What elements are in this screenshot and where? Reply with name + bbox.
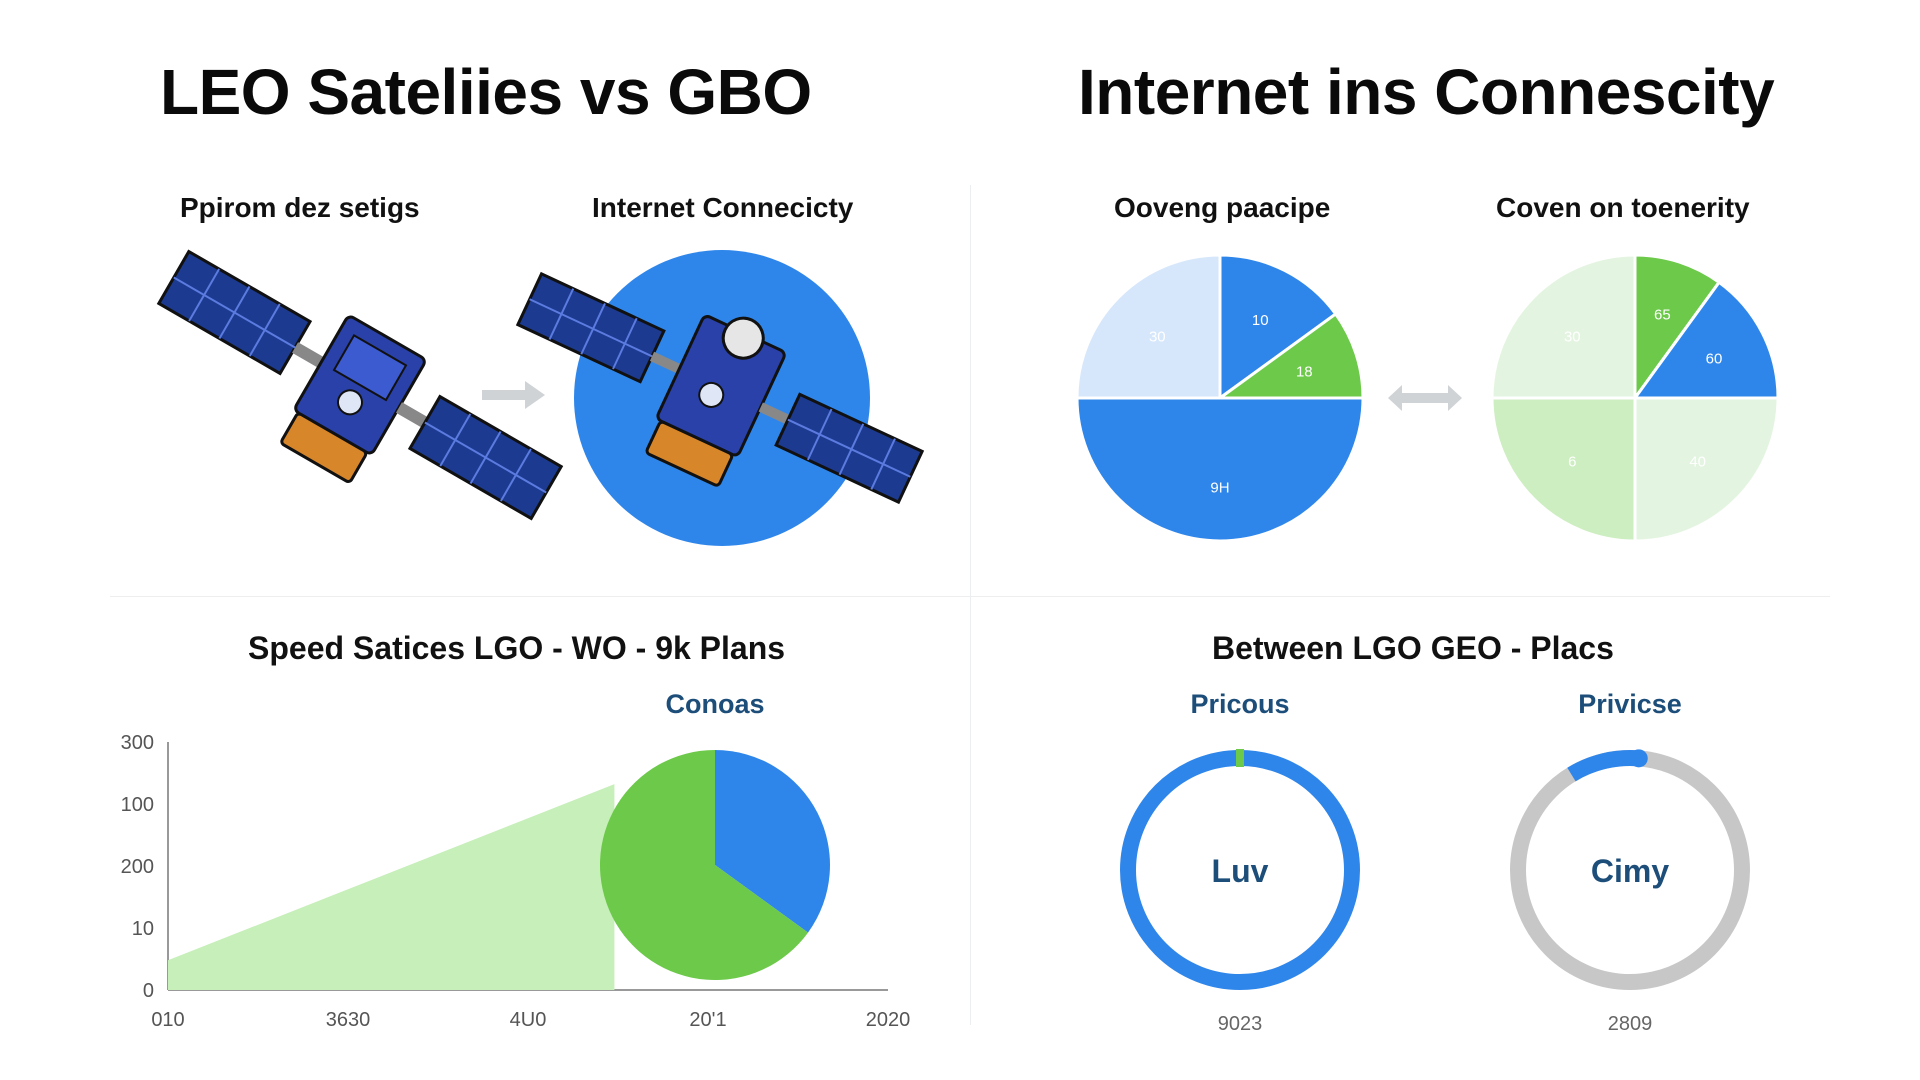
- gauge-center-label: Cimy: [1591, 853, 1669, 889]
- area-series: [168, 784, 615, 990]
- overlay-pie-slice-0: [715, 750, 830, 933]
- pie-chart-right: 65 60 40 6 30: [1490, 253, 1780, 543]
- pie2-slice-4: [1490, 253, 1637, 400]
- satellite-left-label: Ppirom dez setigs: [180, 192, 420, 223]
- satellite-left-icon: [156, 249, 564, 521]
- gauge-marker: [1629, 749, 1648, 768]
- pie-chart-left: 10 18 9H 30: [1075, 253, 1365, 543]
- pie2-slice-0: [1633, 253, 1722, 403]
- satellite-illustrations: [156, 249, 925, 546]
- pie1-slice-label-3: 30: [1149, 328, 1166, 345]
- pie1-slice-label-2: 9H: [1210, 480, 1229, 497]
- left-main-title: LEO Sateliies vs GBO: [160, 56, 812, 128]
- pie2-slice-label-2: 40: [1689, 454, 1706, 471]
- y-tick-label: 0: [143, 980, 154, 1002]
- y-tick-label: 100: [121, 794, 154, 816]
- pie1-slice-1: [1215, 311, 1365, 400]
- pie2-slice-label-4: 30: [1564, 328, 1581, 345]
- pie2-slice-3: [1490, 396, 1637, 543]
- pie-right-title: Coven on toenerity: [1496, 192, 1750, 223]
- y-tick-label: 300: [121, 732, 154, 754]
- pie-left-title: Ooveng paacipe: [1114, 192, 1331, 223]
- gauge-2: Privicse Cimy 2809: [1510, 690, 1750, 1035]
- speed-section-title: Speed Satices LGO - WO - 9k Plans: [248, 630, 786, 666]
- overlay-pie: [600, 750, 830, 980]
- x-tick-label: 3630: [326, 1009, 371, 1031]
- overlay-pie-legend-label: Conoas: [665, 690, 764, 719]
- pie1-slice-2: [1075, 396, 1365, 543]
- gauge-1: Pricous Luv 9023: [1120, 690, 1360, 1035]
- pie1-slice-0: [1218, 253, 1338, 401]
- pie1-slice-3: [1075, 253, 1222, 400]
- gauge-charts: Pricous Luv 9023 Privicse Cimy 2809: [1120, 690, 1750, 1035]
- satellite-right-label: Internet Connecicty: [592, 192, 854, 223]
- satellite-right-icon: [515, 271, 925, 505]
- gauge-value-arc: [1567, 750, 1640, 782]
- x-tick-label: 20'1: [689, 1009, 726, 1031]
- pie2-slice-label-3: 6: [1568, 454, 1576, 471]
- right-main-title: Internet ins Connescity: [1078, 56, 1775, 128]
- gauge-year-label: 2809: [1608, 1013, 1653, 1035]
- pie1-slice-label-0: 10: [1252, 312, 1269, 329]
- pie-charts-top: 10 18 9H 30 65 60 40 6 30: [1075, 253, 1780, 543]
- y-tick-label: 10: [132, 918, 154, 940]
- double-arrow-icon: [1388, 385, 1462, 411]
- y-tick-label: 200: [121, 856, 154, 878]
- gauge-marker: [1236, 749, 1244, 767]
- gauge-title: Pricous: [1190, 690, 1289, 719]
- gauge-year-label: 9023: [1218, 1013, 1263, 1035]
- horizontal-divider: [110, 596, 1830, 597]
- x-tick-label: 4U0: [510, 1009, 547, 1031]
- gauge-center-label: Luv: [1212, 853, 1269, 889]
- pie1-slice-label-1: 18: [1296, 364, 1313, 381]
- pie2-slice-1: [1632, 280, 1780, 400]
- pie2-slice-2: [1633, 396, 1780, 543]
- pie2-slice-label-0: 65: [1654, 307, 1671, 324]
- x-tick-label: 2020: [866, 1009, 911, 1031]
- vertical-divider: [970, 185, 971, 1025]
- between-section-title: Between LGO GEO - Placs: [1212, 630, 1614, 666]
- gauge-title: Privicse: [1578, 690, 1682, 719]
- arrow-right-icon: [482, 381, 545, 409]
- pie2-slice-label-1: 60: [1706, 351, 1723, 368]
- x-tick-label: 010: [151, 1009, 184, 1031]
- overlay-pie-slice-1: [600, 750, 809, 980]
